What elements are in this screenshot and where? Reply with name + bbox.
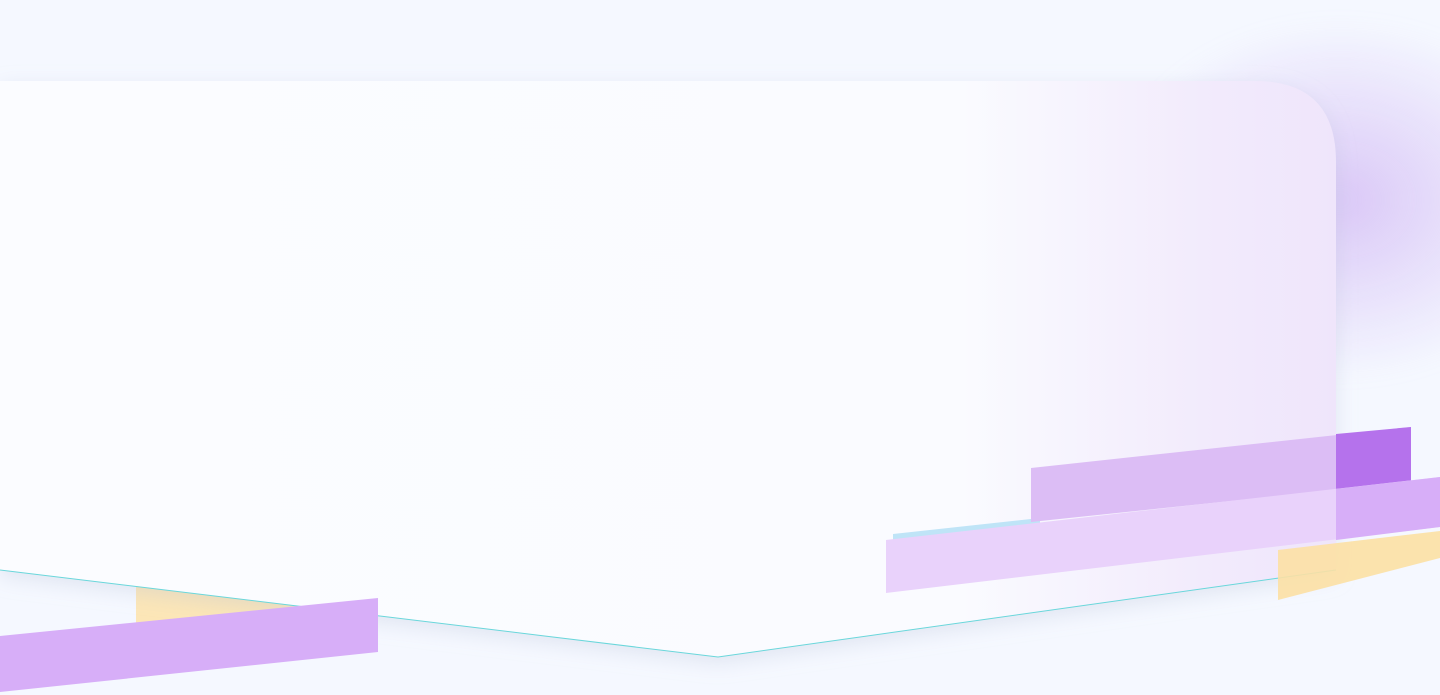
violet-stripe-right-tail <box>1336 477 1440 540</box>
violet-stripe-left <box>0 598 378 692</box>
violet-stripe-right-long <box>886 477 1440 593</box>
glass-panel <box>0 81 1336 657</box>
glass-panel-outline <box>0 569 1337 658</box>
amber-stripe-right <box>1278 531 1440 600</box>
violet-stripe-right-top <box>1031 427 1411 522</box>
violet-stripe-right-deep <box>1336 427 1411 490</box>
